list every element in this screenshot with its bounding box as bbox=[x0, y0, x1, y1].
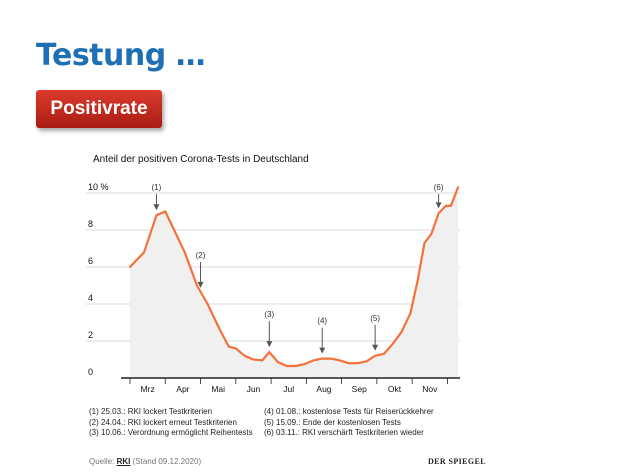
annotation-label: (1) bbox=[152, 183, 162, 192]
annotation-arrow-head bbox=[319, 347, 326, 354]
x-axis bbox=[121, 377, 460, 384]
annotation-label: (3) bbox=[264, 310, 274, 319]
y-tick-label: 2 bbox=[88, 330, 93, 340]
publisher-logo: DER SPIEGEL bbox=[428, 457, 486, 466]
series-line bbox=[128, 186, 460, 368]
source-line: Quelle: RKI (Stand 09.12.2020) bbox=[89, 457, 201, 466]
y-tick-label: 4 bbox=[88, 293, 93, 303]
area-fill bbox=[130, 187, 458, 378]
series-line bbox=[128, 186, 460, 368]
x-tick-label: Mai bbox=[211, 384, 225, 394]
series-area bbox=[130, 187, 458, 378]
x-tick-label: Jun bbox=[247, 384, 261, 394]
y-tick-labels: 0 2 4 6 8 10 % bbox=[88, 182, 109, 377]
footnotes-right: (4) 01.08.: kostenlose Tests für Reiserü… bbox=[264, 407, 434, 439]
x-tick-label: Sep bbox=[352, 384, 367, 394]
x-tick-labels: Mrz Apr Mai Jun Jul Aug Sep Okt Nov bbox=[141, 384, 439, 394]
footnote-5: (5) 15.09.: Ende der kostenlosen Tests bbox=[264, 417, 401, 427]
annotation-label: (6) bbox=[434, 183, 444, 192]
annotation-arrow-head bbox=[435, 202, 442, 209]
x-tick-label: Jul bbox=[283, 384, 294, 394]
annotation-label: (4) bbox=[317, 317, 327, 326]
x-tick-label: Mrz bbox=[141, 384, 155, 394]
source-link[interactable]: RKI bbox=[116, 457, 131, 466]
chart-title: Anteil der positiven Corona-Tests in Deu… bbox=[93, 154, 309, 165]
slide-title: Testung … bbox=[36, 38, 206, 73]
y-tick-label: 6 bbox=[88, 256, 93, 266]
annotation-arrow-head bbox=[153, 204, 160, 211]
footnote-2: (2) 24.04.: RKI lockert erneut Testkrite… bbox=[89, 417, 237, 427]
annotations: (1) (2) (3) (4) (5) (6) bbox=[152, 183, 444, 354]
source-prefix: Quelle: bbox=[89, 457, 115, 466]
x-tick-label: Nov bbox=[422, 384, 438, 394]
x-tick-label: Okt bbox=[388, 384, 402, 394]
annotation-arrow-head bbox=[372, 344, 379, 351]
annotation-arrow-head bbox=[266, 341, 273, 348]
y-tick-label: 0 bbox=[88, 367, 93, 377]
footnote-4: (4) 01.08.: kostenlose Tests für Reiserü… bbox=[264, 407, 434, 416]
footnote-3: (3) 10.06.: Verordnung ermöglicht Reihen… bbox=[89, 428, 253, 437]
annotation-label: (2) bbox=[196, 251, 206, 260]
footnote-1: (1) 25.03.: RKI lockert Testkriterien bbox=[89, 407, 213, 416]
footnotes-left: (1) 25.03.: RKI lockert Testkriterien (2… bbox=[89, 407, 253, 439]
annotation-arrow-head bbox=[197, 281, 204, 288]
section-badge: Positivrate bbox=[36, 90, 162, 128]
x-tick-label: Apr bbox=[176, 384, 189, 394]
footnote-6: (6) 03.11.: RKI verschärft Testkriterien… bbox=[264, 428, 424, 437]
x-tick-label: Aug bbox=[316, 384, 331, 394]
annotation-label: (5) bbox=[370, 314, 380, 323]
y-tick-label: 10 % bbox=[88, 182, 109, 192]
y-tick-label: 8 bbox=[88, 219, 93, 229]
source-date: (Stand 09.12.2020) bbox=[132, 457, 202, 466]
